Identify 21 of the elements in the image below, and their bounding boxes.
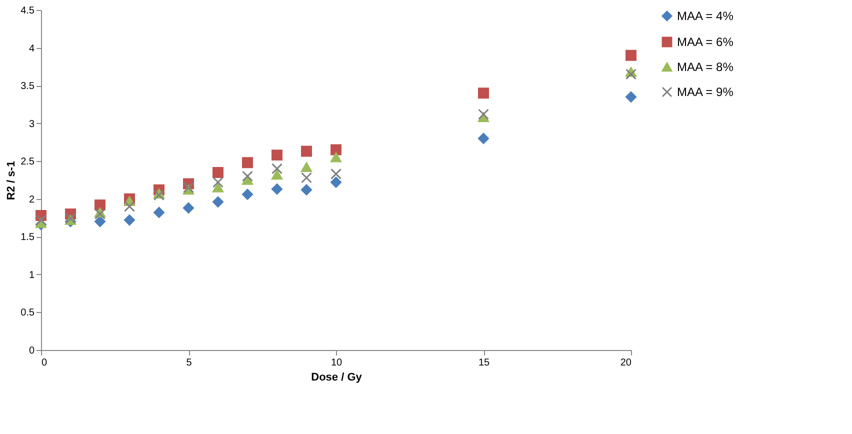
y-tick-label: 1.5 (20, 232, 35, 244)
y-axis-title: R2 / s-1 (6, 160, 18, 200)
x-tick-label: 15 (478, 358, 490, 368)
y-tick-label: 4.5 (20, 6, 35, 16)
x-axis-title: Dose / Gy (311, 372, 363, 384)
y-tick-label: 2.5 (20, 156, 35, 168)
y-tick-label: 4 (28, 43, 35, 54)
y-tick-label: 3 (28, 118, 35, 130)
legend-label: MAA = 8% (677, 60, 734, 74)
y-tick-label: 2 (28, 194, 35, 206)
x-tick-label: 5 (186, 358, 192, 368)
y-tick-label: 0.5 (20, 308, 35, 319)
legend-label: MAA = 4% (677, 9, 734, 23)
x-tick-label: 20 (620, 358, 632, 368)
y-tick-label: 3.5 (20, 81, 35, 92)
x-tick-label: 0 (42, 358, 48, 368)
y-tick-label: 0 (28, 346, 35, 356)
y-tick-label: 1 (28, 270, 35, 281)
x-tick-label: 10 (330, 358, 342, 368)
legend-label: MAA = 6% (677, 35, 734, 49)
legend-label: MAA = 9% (677, 85, 734, 99)
